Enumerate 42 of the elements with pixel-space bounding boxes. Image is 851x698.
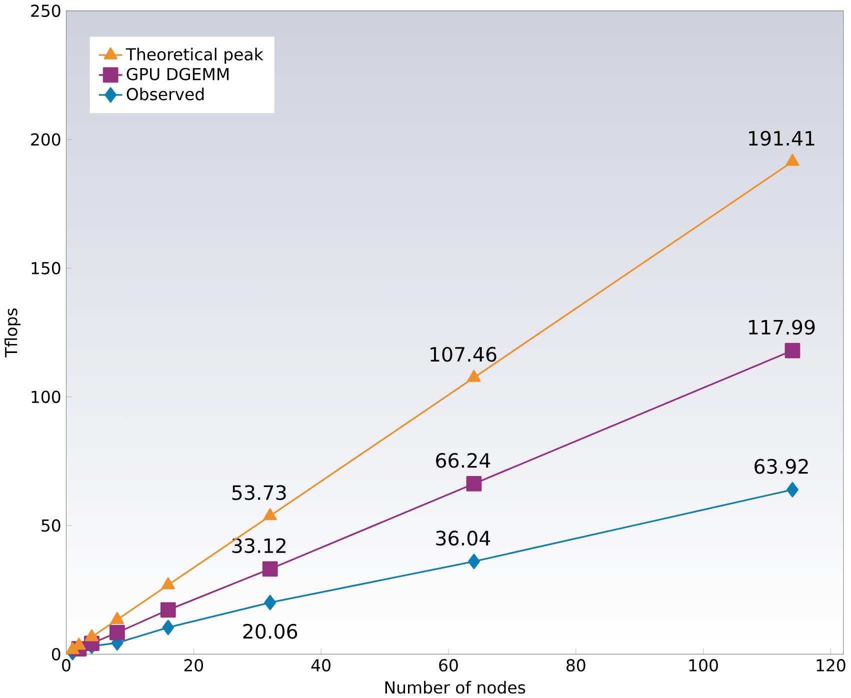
data-label: 117.99	[749, 320, 815, 335]
data-label: 66.24	[436, 452, 490, 468]
legend-label: GPU DGEMM	[126, 68, 229, 80]
legend-label: Theoretical peak	[126, 48, 264, 64]
point	[264, 594, 276, 610]
y-tick-label: 200	[31, 133, 60, 146]
point	[466, 476, 482, 492]
point	[161, 577, 175, 590]
y-tick-label: 250	[31, 4, 60, 17]
point	[110, 612, 124, 624]
y-tick-label: 50	[42, 519, 60, 532]
data-label: 33.12	[232, 538, 286, 554]
point	[84, 629, 98, 642]
x-tick-label: 60	[439, 658, 458, 672]
x-tick-label: 100	[689, 658, 718, 672]
point	[786, 482, 798, 498]
y-tick-label: 150	[32, 262, 60, 274]
point	[467, 370, 481, 382]
x-tick-label: 20	[184, 658, 204, 672]
data-label: 20.06	[243, 624, 298, 639]
data-label: 53.73	[232, 485, 286, 500]
data-label: 63.92	[754, 458, 808, 474]
point	[110, 624, 125, 640]
point	[262, 561, 278, 577]
point	[784, 342, 800, 358]
x-tick-label: 80	[566, 658, 586, 672]
x-tick-label: 0	[62, 658, 70, 672]
point	[786, 154, 800, 166]
data-label: 107.46	[430, 346, 496, 362]
point	[263, 508, 277, 520]
y-tick-label: 0	[52, 648, 60, 660]
x-tick-label: 120	[816, 658, 846, 672]
point	[468, 554, 480, 570]
point	[160, 602, 176, 618]
y-axis-title: Tflops	[4, 308, 21, 358]
data-label: 36.04	[436, 530, 490, 546]
y-tick-label: 100	[32, 390, 60, 403]
legend-label: Observed	[126, 88, 204, 100]
x-axis-title: Number of nodes	[385, 680, 526, 694]
data-label: 191.41	[749, 130, 814, 146]
x-tick-label: 40	[311, 658, 330, 672]
point	[162, 620, 174, 635]
